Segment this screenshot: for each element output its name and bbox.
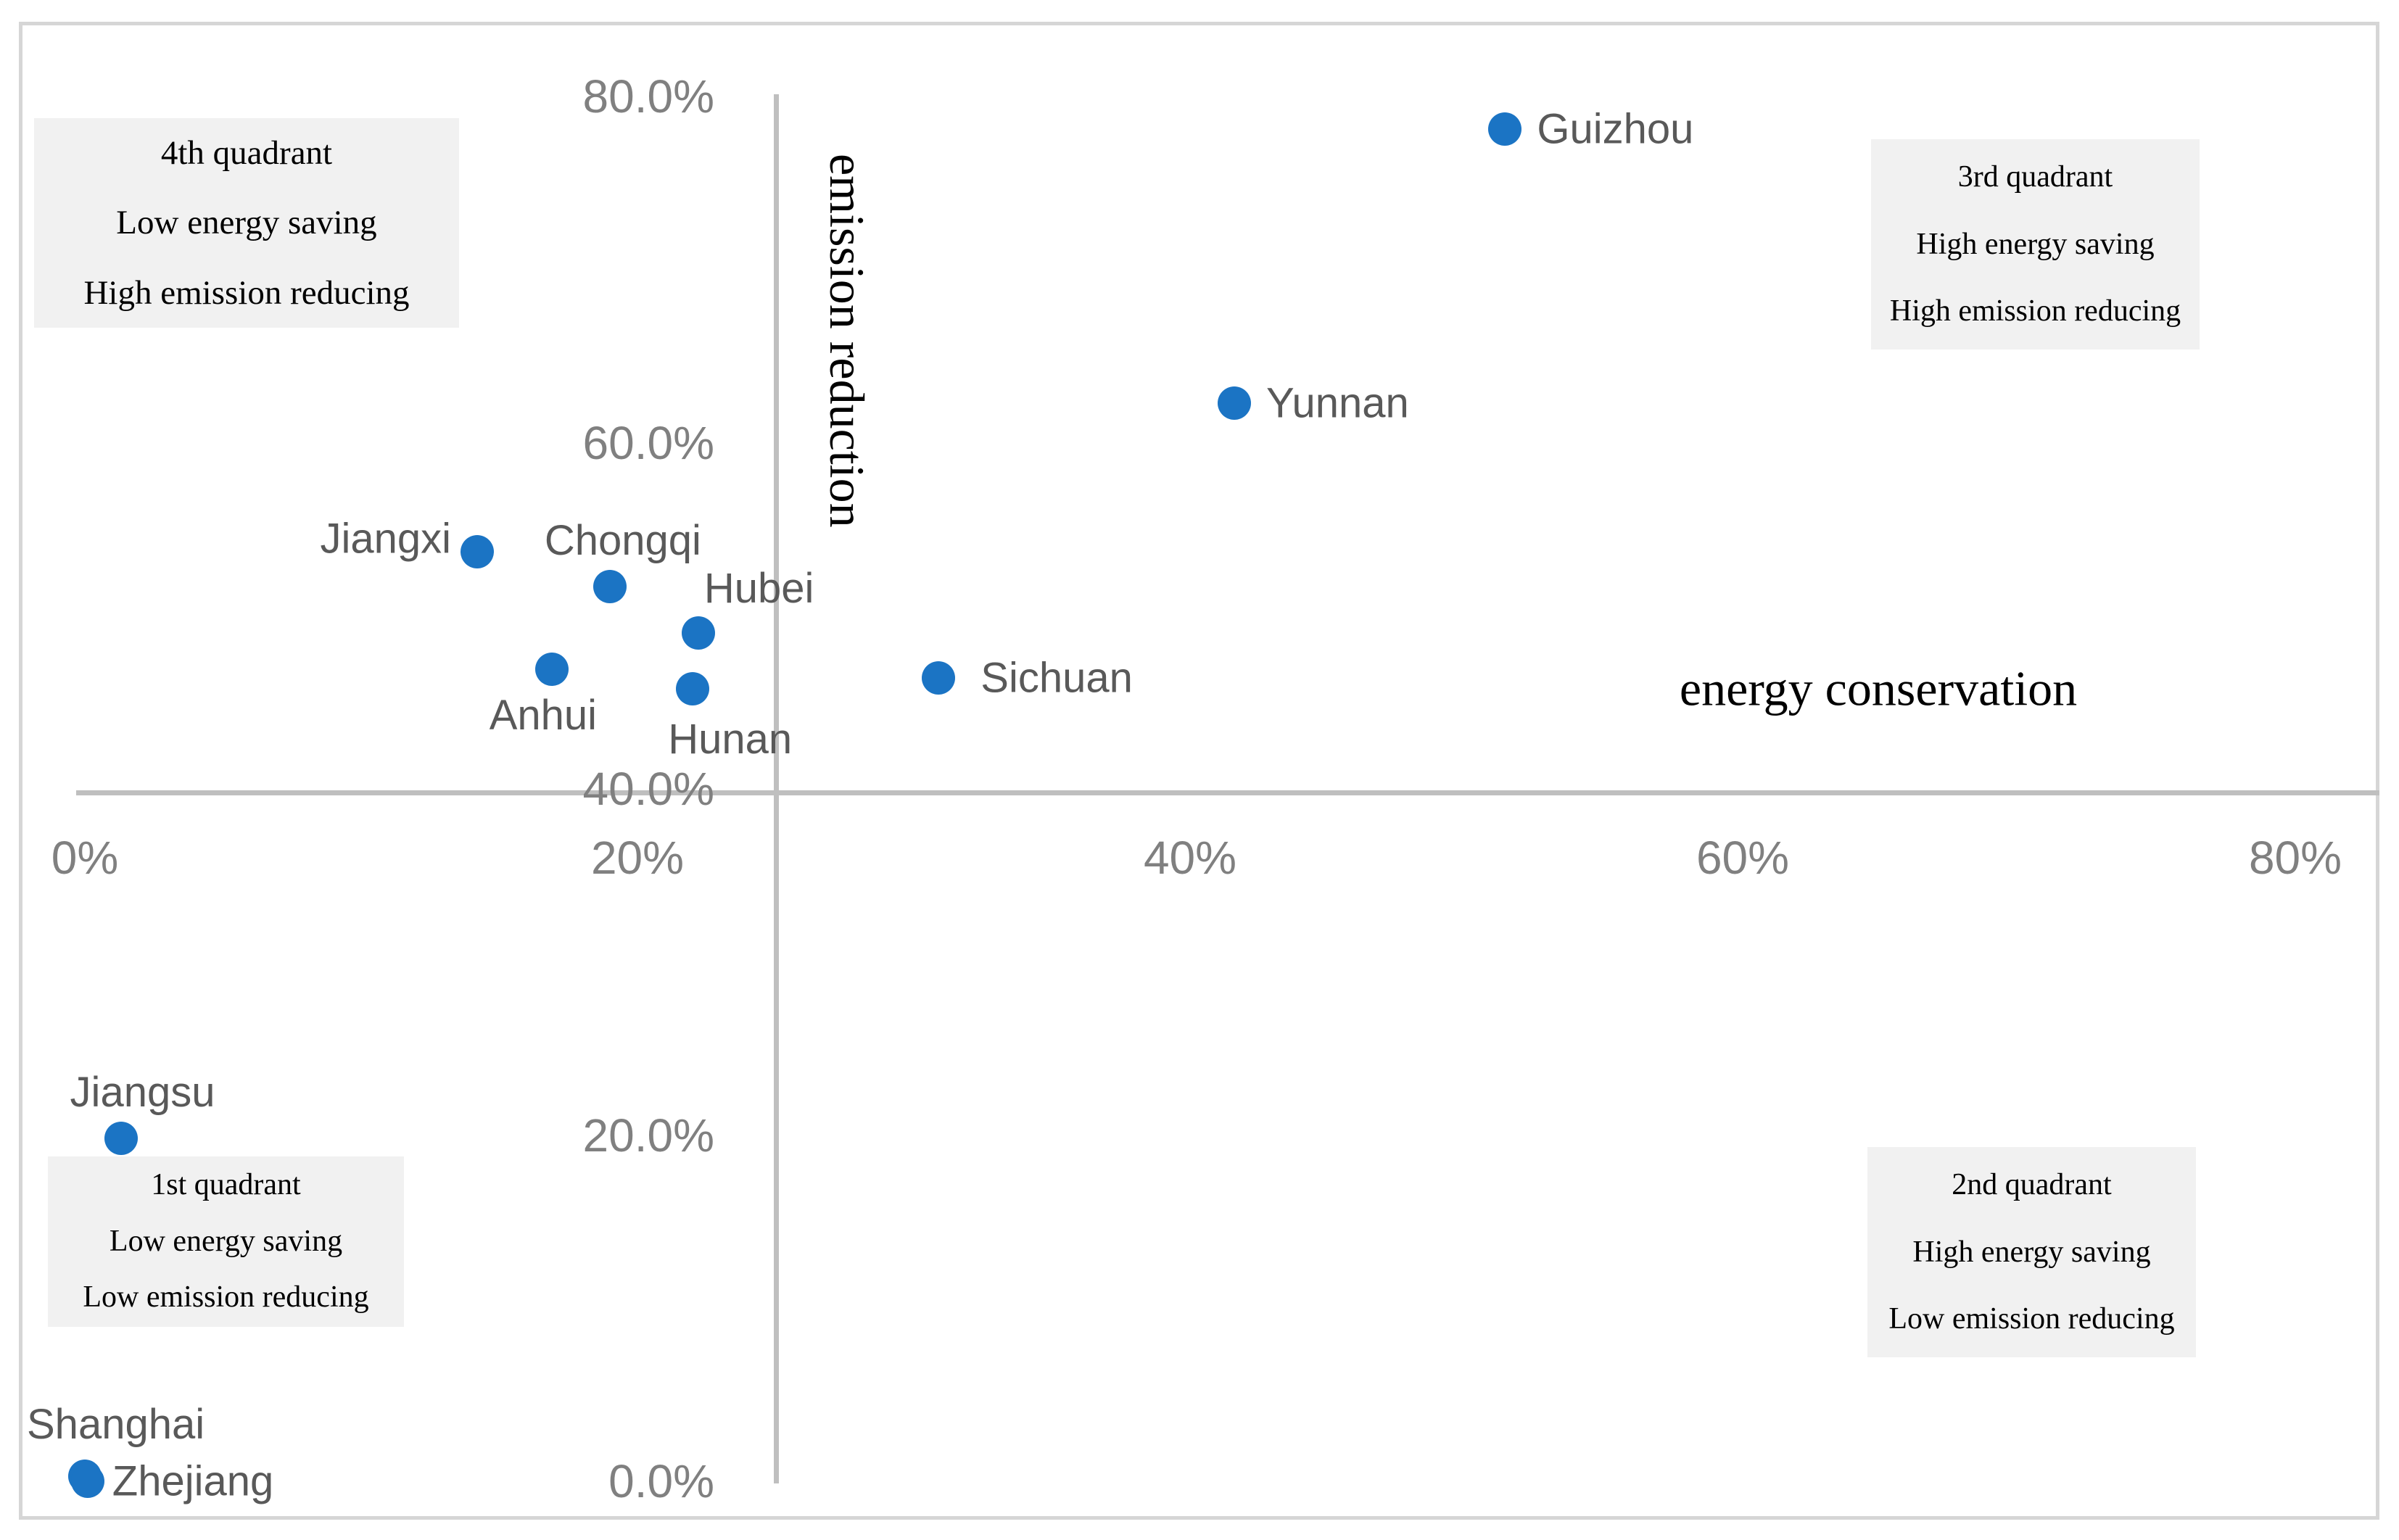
x-tick-label: 40% xyxy=(1143,832,1237,884)
x-tick-label: 20% xyxy=(590,832,685,884)
quadrant-box-2nd: 2nd quadrant High energy saving Low emis… xyxy=(1867,1147,2196,1357)
quadrant-box-1st: 1st quadrant Low energy saving Low emiss… xyxy=(48,1156,404,1327)
quadrant-line: High energy saving xyxy=(1912,1235,2151,1269)
y-tick-label: 40.0% xyxy=(582,763,714,815)
point-label-yunnan: Yunnan xyxy=(1265,379,1409,427)
x-tick-label: 0% xyxy=(51,832,119,884)
data-point-zhejiang xyxy=(70,1465,104,1498)
point-label-shanghai: Shanghai xyxy=(27,1400,205,1448)
chart-border xyxy=(19,22,2379,1520)
data-point-jiangsu xyxy=(104,1122,138,1156)
point-label-jiangxi: Jiangxi xyxy=(320,515,452,563)
quadrant-line: 2nd quadrant xyxy=(1952,1168,2112,1202)
quadrant-line: Low emission reducing xyxy=(83,1280,369,1315)
quadrant-box-3rd: 3rd quadrant High energy saving High emi… xyxy=(1871,139,2200,349)
y-axis-title: emission reduction xyxy=(819,154,875,528)
point-label-hubei: Hubei xyxy=(703,565,814,613)
point-label-sichuan: Sichuan xyxy=(980,654,1133,702)
quadrant-line: 4th quadrant xyxy=(160,133,333,172)
data-point-hubei xyxy=(681,616,715,650)
quadrant-line: High emission reducing xyxy=(1889,294,2181,328)
quadrant-line: High emission reducing xyxy=(83,273,410,312)
quadrant-line: Low emission reducing xyxy=(1888,1302,2175,1336)
quadrant-line: Low energy saving xyxy=(116,204,377,242)
quadrant-line: 3rd quadrant xyxy=(1957,160,2113,194)
quadrant-line: 1st quadrant xyxy=(151,1167,301,1201)
data-point-sichuan xyxy=(922,661,956,695)
data-point-yunnan xyxy=(1217,386,1251,420)
x-tick-label: 80% xyxy=(2248,832,2342,884)
x-axis-title: energy conservation xyxy=(1679,661,2078,716)
quadrant-box-4th: 4th quadrant Low energy saving High emis… xyxy=(34,118,459,328)
point-label-anhui: Anhui xyxy=(489,692,598,740)
point-label-zhejiang: Zhejiang xyxy=(112,1457,274,1505)
quadrant-line: Low energy saving xyxy=(109,1224,343,1258)
y-tick-label: 80.0% xyxy=(582,70,714,123)
point-label-guizhou: Guizhou xyxy=(1537,105,1694,153)
y-tick-label: 60.0% xyxy=(582,416,714,469)
x-axis-line xyxy=(76,790,2379,795)
y-tick-label: 20.0% xyxy=(582,1109,714,1162)
data-point-hunan xyxy=(676,671,710,705)
point-label-chongqi: Chongqi xyxy=(544,516,701,564)
point-label-hunan: Hunan xyxy=(668,715,793,763)
data-point-jiangxi xyxy=(461,534,495,568)
quadrant-line: High energy saving xyxy=(1916,227,2155,261)
y-axis-line xyxy=(774,94,779,1483)
y-tick-label: 0.0% xyxy=(608,1455,714,1507)
data-point-guizhou xyxy=(1488,112,1522,146)
data-point-chongqi xyxy=(592,569,627,603)
x-tick-label: 60% xyxy=(1696,832,1790,884)
point-label-jiangsu: Jiangsu xyxy=(70,1069,215,1117)
data-point-anhui xyxy=(534,653,569,687)
